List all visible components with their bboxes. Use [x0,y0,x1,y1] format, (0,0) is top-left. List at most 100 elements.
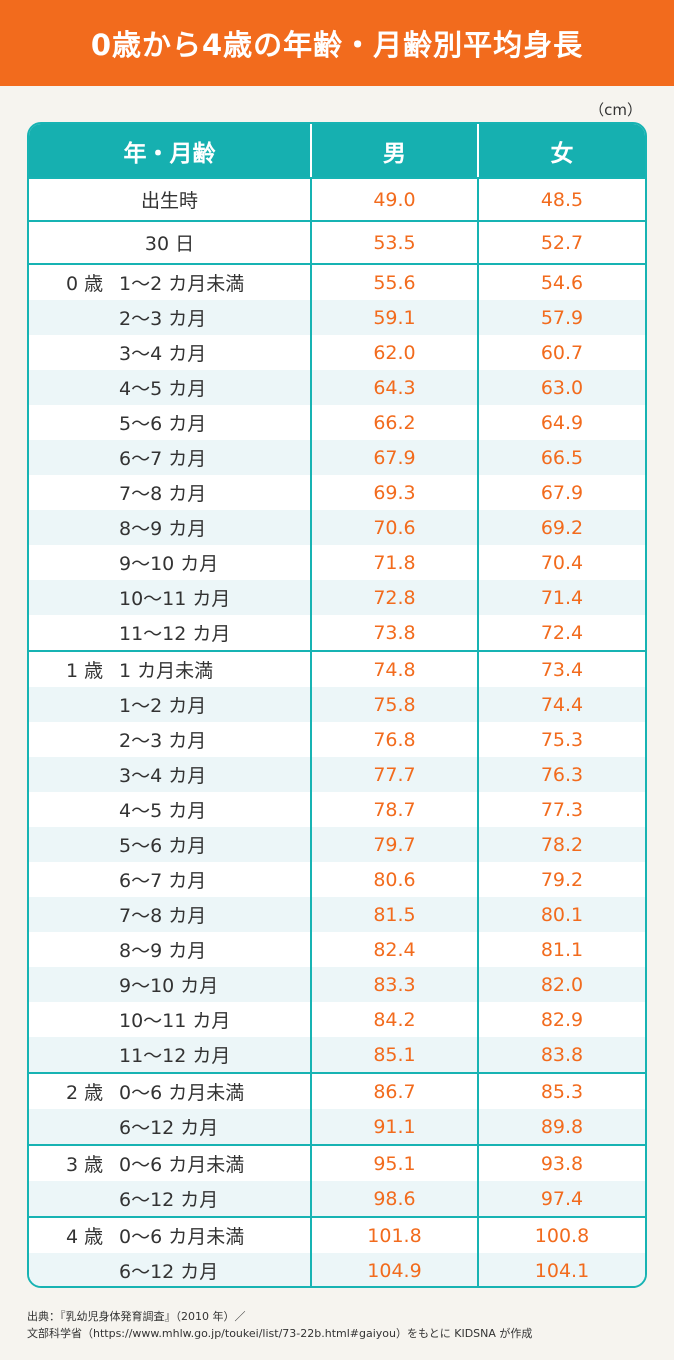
female-value: 48.5 [477,179,645,220]
male-value: 95.1 [310,1146,477,1181]
age-cell: 7～8 カ月 [29,897,310,932]
month-label: 6～7 カ月 [119,448,207,470]
source-line-2: 文部科学省（https://www.mhlw.go.jp/toukei/list… [27,1327,533,1340]
female-value: 66.5 [477,440,645,475]
month-label: 1～2 カ月 [119,695,207,717]
table-row: 6～12 カ月 91.1 89.8 [29,1109,645,1144]
table-header: 年・月齢 男 女 [29,124,645,177]
age-cell: 2～3 カ月 [29,300,310,335]
female-value: 89.8 [477,1109,645,1144]
female-value: 93.8 [477,1146,645,1181]
age-cell: 30 日 [29,222,310,263]
month-label: 3～4 カ月 [119,765,207,787]
period-label: 出生時 [140,190,198,212]
male-value: 59.1 [310,300,477,335]
male-value: 74.8 [310,652,477,687]
month-label: 3～4 カ月 [119,343,207,365]
age-cell: 7～8 カ月 [29,475,310,510]
table-row: 10～11 カ月 72.8 71.4 [29,580,645,615]
month-label: 11～12 カ月 [119,1045,231,1067]
table-row: 4 歳 0～6 カ月未満 101.8 100.8 [29,1216,645,1253]
female-value: 104.1 [477,1253,645,1286]
month-label: 1～2 カ月未満 [119,273,245,295]
male-value: 64.3 [310,370,477,405]
table-row: 8～9 カ月 82.4 81.1 [29,932,645,967]
male-value: 86.7 [310,1074,477,1109]
page-title: 0歳から4歳の年齢・月齢別平均身長 [90,28,584,62]
header-age: 年・月齢 [123,140,216,167]
male-value: 77.7 [310,757,477,792]
female-value: 72.4 [477,615,645,650]
age-cell: 0 歳 1～2 カ月未満 [29,265,310,300]
age-cell: 5～6 カ月 [29,827,310,862]
age-cell: 6～12 カ月 [29,1109,310,1144]
female-value: 71.4 [477,580,645,615]
month-label: 4～5 カ月 [119,800,207,822]
female-value: 57.9 [477,300,645,335]
female-value: 70.4 [477,545,645,580]
unit-label: （cm） [589,101,642,119]
age-label: 2 歳 [66,1082,104,1104]
age-cell: 9～10 カ月 [29,545,310,580]
male-value: 98.6 [310,1181,477,1216]
month-label: 0～6 カ月未満 [119,1226,245,1248]
age-cell: 3～4 カ月 [29,757,310,792]
month-label: 6～12 カ月 [119,1261,219,1283]
age-cell: 1 歳 1 カ月未満 [29,652,310,687]
month-label: 2～3 カ月 [119,308,207,330]
age-cell: 1～2 カ月 [29,687,310,722]
female-value: 77.3 [477,792,645,827]
male-value: 91.1 [310,1109,477,1144]
female-value: 82.9 [477,1002,645,1037]
female-value: 85.3 [477,1074,645,1109]
table-row: 3～4 カ月 77.7 76.3 [29,757,645,792]
table-body: 出生時 49.0 48.5 30 日 53.5 52.7 0 歳 1～2 カ月未満 55.6 54… [29,177,645,1286]
month-label: 2～3 カ月 [119,730,207,752]
male-value: 76.8 [310,722,477,757]
female-value: 73.4 [477,652,645,687]
age-cell: 3 歳 0～6 カ月未満 [29,1146,310,1181]
month-label: 7～8 カ月 [119,905,207,927]
table-row: 6～12 カ月 104.9 104.1 [29,1253,645,1286]
table-row: 4～5 カ月 78.7 77.3 [29,792,645,827]
male-value: 66.2 [310,405,477,440]
month-label: 6～12 カ月 [119,1117,219,1139]
female-value: 81.1 [477,932,645,967]
male-value: 55.6 [310,265,477,300]
month-label: 11～12 カ月 [119,623,231,645]
table-row: 0 歳 1～2 カ月未満 55.6 54.6 [29,263,645,300]
age-cell: 9～10 カ月 [29,967,310,1002]
period-label: 30 日 [144,233,195,255]
table-row: 30 日 53.5 52.7 [29,220,645,263]
male-value: 73.8 [310,615,477,650]
age-label: 0 歳 [66,273,104,295]
table-row: 5～6 カ月 79.7 78.2 [29,827,645,862]
age-cell: 出生時 [29,179,310,220]
female-value: 79.2 [477,862,645,897]
age-label: 3 歳 [66,1154,104,1176]
age-cell: 2 歳 0～6 カ月未満 [29,1074,310,1109]
age-cell: 3～4 カ月 [29,335,310,370]
female-value: 67.9 [477,475,645,510]
female-value: 75.3 [477,722,645,757]
age-cell: 11～12 カ月 [29,1037,310,1072]
age-label: 1 歳 [66,660,104,682]
male-value: 85.1 [310,1037,477,1072]
female-value: 74.4 [477,687,645,722]
table-row: 6～12 カ月 98.6 97.4 [29,1181,645,1216]
table-row: 7～8 カ月 81.5 80.1 [29,897,645,932]
female-value: 80.1 [477,897,645,932]
age-cell: 11～12 カ月 [29,615,310,650]
male-value: 67.9 [310,440,477,475]
male-value: 83.3 [310,967,477,1002]
table-row: 2 歳 0～6 カ月未満 86.7 85.3 [29,1072,645,1109]
age-cell: 4～5 カ月 [29,792,310,827]
age-cell: 5～6 カ月 [29,405,310,440]
female-value: 52.7 [477,222,645,263]
male-value: 78.7 [310,792,477,827]
age-cell: 8～9 カ月 [29,510,310,545]
age-cell: 8～9 カ月 [29,932,310,967]
month-label: 6～12 カ月 [119,1189,219,1211]
male-value: 49.0 [310,179,477,220]
male-value: 70.6 [310,510,477,545]
